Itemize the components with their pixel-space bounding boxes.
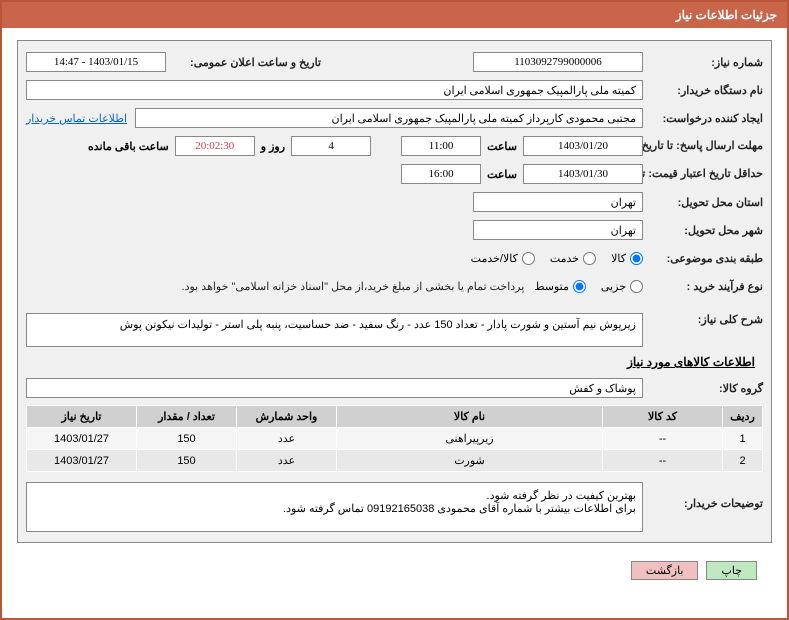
table-header-cell: ردیف <box>723 406 763 428</box>
buyer-name-label: نام دستگاه خریدار: <box>643 84 763 97</box>
goods-group-label: گروه کالا: <box>643 382 763 395</box>
buyer-desc-label: توضیحات خریدار: <box>643 482 763 510</box>
requester-label: ایجاد کننده درخواست: <box>643 112 763 125</box>
goods-group-value: پوشاک و کفش <box>26 378 643 398</box>
header-bar: جزئیات اطلاعات نیاز <box>2 2 787 28</box>
category-radio-service[interactable]: خدمت <box>550 252 596 265</box>
row-requester: ایجاد کننده درخواست: مجتبی محمودی کارپرد… <box>26 107 763 129</box>
row-goods-group: گروه کالا: پوشاک و کفش <box>26 377 763 399</box>
table-row: 1--زیرپیراهنیعدد1501403/01/27 <box>27 428 763 450</box>
table-cell: 1403/01/27 <box>27 450 137 472</box>
goods-table: ردیفکد کالانام کالاواحد شمارشتعداد / مقد… <box>26 405 763 472</box>
city-label: شهر محل تحویل: <box>643 224 763 237</box>
row-process-type: نوع فرآیند خرید : جزیی متوسط پرداخت تمام… <box>26 275 763 297</box>
print-button[interactable]: چاپ <box>706 561 757 580</box>
goods-section-title: اطلاعات کالاهای مورد نیاز <box>26 355 763 369</box>
city-value: تهران <box>473 220 643 240</box>
reply-days-label: روز و <box>261 140 285 153</box>
table-header-cell: تاریخ نیاز <box>27 406 137 428</box>
header-title: جزئیات اطلاعات نیاز <box>676 8 777 22</box>
table-cell: 150 <box>137 450 237 472</box>
row-buyer-desc: توضیحات خریدار: بهترین کیفیت در نظر گرفت… <box>26 482 763 532</box>
reply-hour-label: ساعت <box>487 140 517 153</box>
table-cell: 150 <box>137 428 237 450</box>
process-radio-minor[interactable]: جزیی <box>601 280 643 293</box>
row-city: شهر محل تحویل: تهران <box>26 219 763 241</box>
table-cell: 1403/01/27 <box>27 428 137 450</box>
table-header-cell: نام کالا <box>337 406 603 428</box>
table-header-cell: تعداد / مقدار <box>137 406 237 428</box>
table-header-cell: واحد شمارش <box>237 406 337 428</box>
content-area: شماره نیاز: 1103092799000006 تاریخ و ساع… <box>2 28 787 600</box>
province-value: تهران <box>473 192 643 212</box>
row-province: استان محل تحویل: تهران <box>26 191 763 213</box>
category-radio-service-input[interactable] <box>583 252 596 265</box>
reply-deadline-label: مهلت ارسال پاسخ: تا تاریخ: <box>643 139 763 153</box>
category-label: طبقه بندی موضوعی: <box>643 252 763 265</box>
buyer-name-value: کمیته ملی پارالمپیک جمهوری اسلامی ایران <box>26 80 643 100</box>
price-validity-label: حداقل تاریخ اعتبار قیمت: تا تاریخ: <box>643 167 763 181</box>
table-cell: عدد <box>237 450 337 472</box>
category-radio-both-input[interactable] <box>522 252 535 265</box>
reply-remaining-label: ساعت باقی مانده <box>88 140 169 153</box>
row-general-desc: شرح کلی نیاز: زیرپوش نیم آستین و شورت پا… <box>26 313 763 347</box>
table-body: 1--زیرپیراهنیعدد1501403/01/272--شورتعدد1… <box>27 428 763 472</box>
general-desc-value: زیرپوش نیم آستین و شورت پادار - تعداد 15… <box>26 313 643 347</box>
province-label: استان محل تحویل: <box>643 196 763 209</box>
row-need-number: شماره نیاز: 1103092799000006 تاریخ و ساع… <box>26 51 763 73</box>
table-cell: 2 <box>723 450 763 472</box>
table-cell: -- <box>603 450 723 472</box>
announce-date-label: تاریخ و ساعت اعلان عمومی: <box>166 56 321 69</box>
reply-hour-value: 11:00 <box>401 136 481 156</box>
reply-deadline-date: 1403/01/20 <box>523 136 643 156</box>
general-desc-label: شرح کلی نیاز: <box>643 313 763 326</box>
table-header-cell: کد کالا <box>603 406 723 428</box>
category-radio-goods[interactable]: کالا <box>611 252 643 265</box>
process-type-label: نوع فرآیند خرید : <box>643 280 763 293</box>
category-radio-group: کالا خدمت کالا/خدمت <box>471 252 643 265</box>
category-radio-both[interactable]: کالا/خدمت <box>471 252 535 265</box>
announce-date-value: 1403/01/15 - 14:47 <box>26 52 166 72</box>
table-row: 2--شورتعدد1501403/01/27 <box>27 450 763 472</box>
table-header-row: ردیفکد کالانام کالاواحد شمارشتعداد / مقد… <box>27 406 763 428</box>
table-cell: عدد <box>237 428 337 450</box>
row-category: طبقه بندی موضوعی: کالا خدمت کالا/خدمت <box>26 247 763 269</box>
price-validity-hour: 16:00 <box>401 164 481 184</box>
price-validity-date: 1403/01/30 <box>523 164 643 184</box>
process-radio-minor-input[interactable] <box>630 280 643 293</box>
main-window: جزئیات اطلاعات نیاز شماره نیاز: 11030927… <box>0 0 789 620</box>
category-radio-goods-input[interactable] <box>630 252 643 265</box>
process-type-radio-group: جزیی متوسط <box>534 280 643 293</box>
buyer-contact-link[interactable]: اطلاعات تماس خریدار <box>26 112 127 125</box>
need-number-label: شماره نیاز: <box>643 56 763 69</box>
button-bar: چاپ بازگشت <box>17 553 772 588</box>
process-type-note: پرداخت تمام یا بخشی از مبلغ خرید،از محل … <box>182 280 525 293</box>
table-cell: 1 <box>723 428 763 450</box>
row-price-validity: حداقل تاریخ اعتبار قیمت: تا تاریخ: 1403/… <box>26 163 763 185</box>
process-radio-medium[interactable]: متوسط <box>534 280 586 293</box>
buyer-desc-value: بهترین کیفیت در نظر گرفته شود.برای اطلاع… <box>26 482 643 532</box>
requester-value: مجتبی محمودی کارپرداز کمیته ملی پارالمپی… <box>135 108 643 128</box>
need-number-value: 1103092799000006 <box>473 52 643 72</box>
form-panel: شماره نیاز: 1103092799000006 تاریخ و ساع… <box>17 40 772 543</box>
reply-days-value: 4 <box>291 136 371 156</box>
table-cell: -- <box>603 428 723 450</box>
row-reply-deadline: مهلت ارسال پاسخ: تا تاریخ: 1403/01/20 سا… <box>26 135 763 157</box>
table-cell: شورت <box>337 450 603 472</box>
price-validity-hour-label: ساعت <box>487 168 517 181</box>
row-buyer-name: نام دستگاه خریدار: کمیته ملی پارالمپیک ج… <box>26 79 763 101</box>
table-cell: زیرپیراهنی <box>337 428 603 450</box>
back-button[interactable]: بازگشت <box>631 561 699 580</box>
process-radio-medium-input[interactable] <box>573 280 586 293</box>
reply-timeleft-value: 20:02:30 <box>175 136 255 156</box>
